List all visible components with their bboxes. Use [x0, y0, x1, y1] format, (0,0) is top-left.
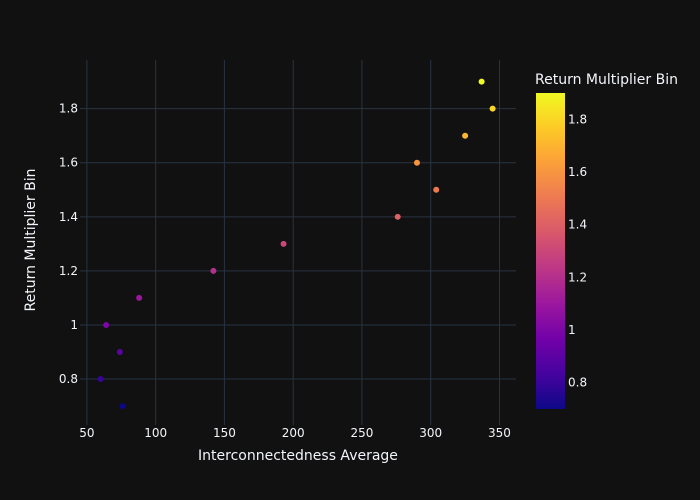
y-tick-label: 1 [70, 318, 78, 332]
scatter-point[interactable] [280, 240, 287, 247]
colorbar-tick-label: 1.4 [568, 218, 587, 232]
colorbar-title: Return Multiplier Bin [535, 72, 678, 88]
scatter-point[interactable] [478, 78, 485, 85]
y-axis-ticks: 0.8 1 1.2 1.4 1.6 1.8 [59, 102, 78, 386]
scatter-point[interactable] [136, 294, 143, 301]
colorbar-tick-label: 1.8 [568, 112, 587, 126]
y-tick-label: 1.6 [59, 156, 78, 170]
x-tick-label: 250 [351, 426, 374, 440]
y-axis-title: Return Multiplier Bin [23, 169, 39, 312]
scatter-point[interactable] [462, 132, 469, 139]
scatter-point[interactable] [103, 321, 110, 328]
x-axis-title: Interconnectedness Average [198, 448, 398, 464]
x-tick-label: 50 [79, 426, 94, 440]
scatter-point[interactable] [210, 267, 217, 274]
colorbar-tick-label: 0.8 [568, 376, 587, 390]
scatter-point[interactable] [489, 105, 496, 112]
y-tick-label: 1.4 [59, 210, 78, 224]
scatter-point[interactable] [119, 403, 126, 410]
x-tick-label: 350 [488, 426, 511, 440]
scatter-point[interactable] [97, 376, 104, 383]
y-tick-label: 1.2 [59, 264, 78, 278]
y-tick-label: 1.8 [59, 102, 78, 116]
x-tick-label: 100 [144, 426, 167, 440]
grid [80, 60, 516, 425]
colorbar-tick-label: 1 [568, 323, 576, 337]
colorbar-tick-label: 1.2 [568, 270, 587, 284]
data-points [97, 78, 496, 410]
scatter-point[interactable] [394, 213, 401, 220]
colorbar: Return Multiplier Bin 0.8 1 1.2 1.4 1.6 1.8 [535, 72, 678, 409]
x-axis-ticks: 50 100 150 200 250 300 350 [79, 426, 511, 440]
colorbar-gradient [536, 93, 565, 409]
x-tick-label: 150 [213, 426, 236, 440]
colorbar-tick-label: 1.6 [568, 165, 587, 179]
scatter-point[interactable] [433, 186, 440, 193]
scatter-point[interactable] [413, 159, 420, 166]
colorbar-ticks: 0.8 1 1.2 1.4 1.6 1.8 [568, 112, 587, 389]
x-tick-label: 200 [282, 426, 305, 440]
scatter-point[interactable] [116, 349, 123, 355]
x-tick-label: 300 [419, 426, 442, 440]
y-tick-label: 0.8 [59, 372, 78, 386]
